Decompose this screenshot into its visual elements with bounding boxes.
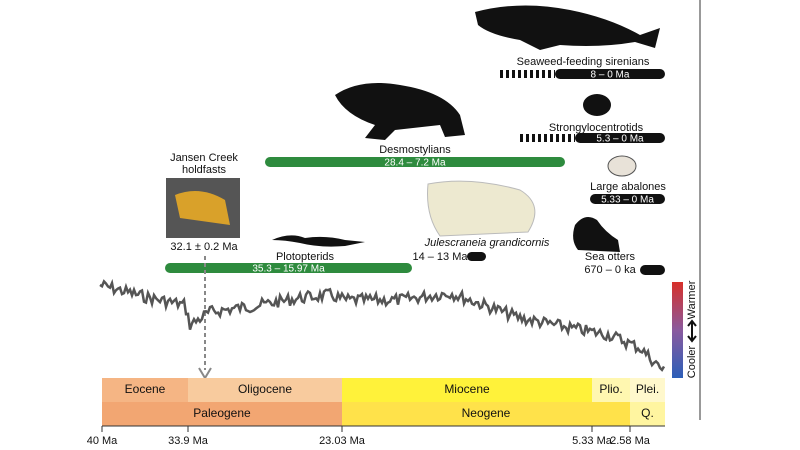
epoch-label: Oligocene xyxy=(238,382,292,396)
range-bar xyxy=(165,263,412,273)
range-bar xyxy=(640,265,665,275)
lineage-name: Strongylocentrotids xyxy=(549,122,644,134)
fossil-name: holdfasts xyxy=(182,164,227,176)
fossil-age: 14 – 13 Ma xyxy=(412,251,468,263)
epoch-label: Plio. xyxy=(599,382,622,396)
tick-label: 23.03 Ma xyxy=(319,435,366,447)
epoch xyxy=(592,378,630,402)
holdfast-fossil xyxy=(175,191,230,225)
range-bar xyxy=(265,157,565,167)
fossil-name: Jansen Creek xyxy=(170,152,238,164)
epoch xyxy=(630,378,665,402)
lineage-range: 5.33 – 0 Ma xyxy=(601,195,654,206)
lineage-name: Large abalones xyxy=(590,181,666,193)
lineage-name: Seaweed-feeding sirenians xyxy=(517,56,650,68)
fossil-name: Julescraneia grandicornis xyxy=(424,237,550,249)
range-pill xyxy=(467,252,486,261)
tick-label: 5.33 Ma xyxy=(572,435,613,447)
legend-warm: Warmer xyxy=(686,280,698,319)
fossil-age: 32.1 ± 0.2 Ma xyxy=(170,241,238,253)
period xyxy=(342,402,630,426)
lineage-name: Plotopterids xyxy=(276,251,335,263)
range-bar xyxy=(555,69,665,79)
lineage-range: 670 – 0 ka xyxy=(584,264,636,276)
abalone-shell xyxy=(607,155,637,177)
tick-label: 40 Ma xyxy=(87,435,118,447)
epoch-label: Plei. xyxy=(636,382,659,396)
epoch xyxy=(102,378,188,402)
period xyxy=(102,402,342,426)
period-label: Q. xyxy=(641,406,654,420)
legend-arrow xyxy=(687,319,697,343)
epoch xyxy=(188,378,342,402)
lineage-name: Sea otters xyxy=(585,251,636,263)
lineage-range: 35.3 – 15.97 Ma xyxy=(252,264,325,275)
range-bar xyxy=(590,194,665,204)
lineage-range: 8 – 0 Ma xyxy=(591,70,630,81)
tick-label: 33.9 Ma xyxy=(168,435,209,447)
period-label: Neogene xyxy=(462,406,511,420)
lineage-layer: Seaweed-feeding sirenians 8 – 0 Ma Strongy… xyxy=(165,56,666,276)
lineage-range: 28.4 – 7.2 Ma xyxy=(384,158,446,169)
lineage-name: Desmostylians xyxy=(379,144,451,156)
temperature-curve xyxy=(99,278,666,372)
tick-label: 2.58 Ma xyxy=(610,435,651,447)
period xyxy=(630,402,665,426)
timescale: Eocene Oligocene Miocene Plio. Plei. Paleogen… xyxy=(102,378,665,426)
color-scale xyxy=(672,282,683,378)
lineage-range: 5.3 – 0 Ma xyxy=(596,134,644,145)
legend-cool: Cooler xyxy=(686,345,698,378)
epoch xyxy=(342,378,592,402)
fossil-photo xyxy=(427,180,536,237)
epoch-label: Eocene xyxy=(125,382,166,396)
range-bar xyxy=(575,133,665,143)
epoch-label: Miocene xyxy=(444,382,490,396)
period-label: Paleogene xyxy=(193,406,251,420)
silhouettes xyxy=(272,5,660,252)
